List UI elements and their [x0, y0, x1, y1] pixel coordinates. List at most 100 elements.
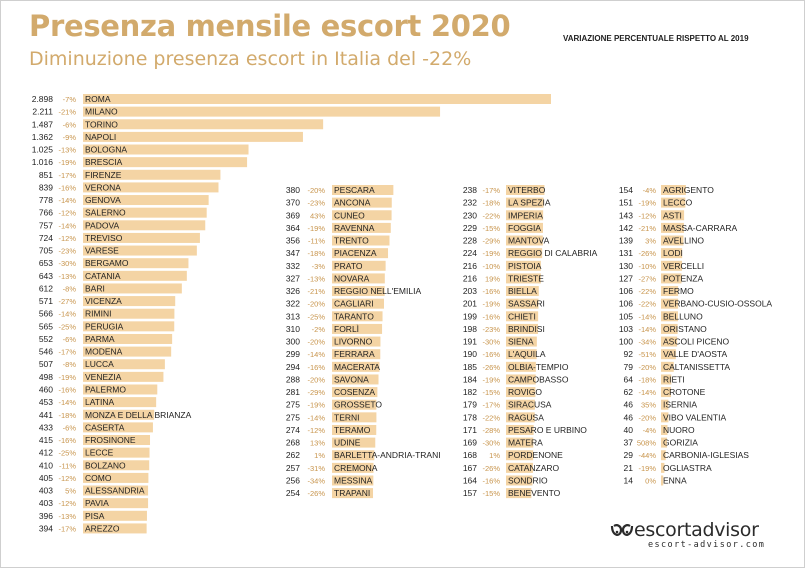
city-label: SAVONA [334, 374, 369, 384]
bar [661, 235, 684, 246]
bar [332, 222, 391, 233]
city-label: VITERBO [508, 185, 546, 195]
bar [661, 210, 685, 221]
value-label: 224 [463, 248, 477, 258]
bar [332, 450, 375, 461]
city-label: REGGIO NELL'EMILIA [334, 286, 421, 296]
city-label: PRATO [334, 261, 363, 271]
percent-label: -21% [307, 287, 325, 296]
city-label: BERGAMO [85, 258, 129, 268]
city-label: FROSINONE [85, 435, 136, 445]
city-label: OLBIA-TEMPIO [508, 362, 569, 372]
percent-label: 1% [489, 451, 500, 460]
percent-label: -21% [638, 224, 656, 233]
city-label: BRESCIA [85, 157, 123, 167]
value-label: 724 [39, 233, 53, 243]
value-label: 198 [463, 324, 477, 334]
percent-label: -12% [58, 499, 76, 508]
value-label: 415 [39, 435, 53, 445]
city-label: MONZA E DELLA BRIANZA [85, 410, 192, 420]
city-label: ISERNIA [663, 400, 697, 410]
percent-label: -29% [307, 388, 325, 397]
bar [83, 371, 164, 382]
city-label: SIRACUSA [508, 400, 552, 410]
value-label: 313 [286, 311, 300, 321]
percent-label: -20% [638, 363, 656, 372]
value-label: 332 [286, 261, 300, 271]
percent-label: -17% [482, 186, 500, 195]
percent-label: 19% [485, 274, 500, 283]
percent-label: 3% [645, 237, 656, 246]
city-label: TARANTO [334, 311, 374, 321]
percent-label: -27% [638, 274, 656, 283]
city-label: TERAMO [334, 425, 371, 435]
percent-label: -26% [482, 464, 500, 473]
bar [332, 323, 383, 334]
bar [506, 185, 545, 195]
city-label: MATERA [508, 438, 543, 448]
percent-label: -31% [307, 464, 325, 473]
bar [661, 450, 666, 461]
percent-label: -16% [58, 385, 76, 394]
breasts-logo-icon [610, 524, 634, 536]
city-label: PARMA [85, 334, 115, 344]
value-label: 191 [463, 337, 477, 347]
percent-label: -25% [307, 312, 325, 321]
value-label: 653 [39, 258, 53, 268]
bar [332, 185, 394, 195]
city-label: TRENTO [334, 236, 369, 246]
value-label: 151 [619, 198, 633, 208]
value-label: 394 [39, 523, 53, 533]
value-label: 179 [463, 400, 477, 410]
bar [83, 523, 147, 534]
city-label: CAGLIARI [334, 299, 374, 309]
percent-label: -14% [638, 325, 656, 334]
city-label: SIENA [508, 337, 534, 347]
value-label: 380 [286, 185, 300, 195]
city-label: MODENA [85, 347, 123, 357]
percent-label: -10% [482, 262, 500, 271]
city-label: MANTOVA [508, 236, 550, 246]
value-label: 326 [286, 286, 300, 296]
bar [332, 349, 381, 360]
city-label: LATINA [85, 397, 114, 407]
city-label: VICENZA [85, 296, 122, 306]
city-label: COSENZA [334, 387, 375, 397]
bar [506, 450, 534, 461]
city-label: AVELLINO [663, 236, 704, 246]
value-label: 705 [39, 246, 53, 256]
city-label: FIRENZE [85, 170, 122, 180]
percent-label: -16% [58, 436, 76, 445]
percent-label: -29% [482, 237, 500, 246]
city-label: VARESE [85, 246, 119, 256]
value-label: 2.898 [32, 94, 54, 104]
bar [332, 210, 392, 221]
value-label: 40 [624, 425, 634, 435]
bar [83, 447, 150, 458]
percent-label: -14% [58, 310, 76, 319]
percent-label: -27% [58, 297, 76, 306]
percent-label: -20% [638, 413, 656, 422]
value-label: 127 [619, 273, 633, 283]
percent-label: -19% [58, 158, 76, 167]
city-label: SASSARI [508, 299, 545, 309]
percent-label: -18% [58, 411, 76, 420]
city-label: GORIZIA [663, 438, 698, 448]
value-label: 403 [39, 498, 53, 508]
value-label: 433 [39, 422, 53, 432]
city-label: MACERATA [334, 362, 380, 372]
brand-url: escort-advisor.com [648, 540, 766, 550]
value-label: 238 [463, 185, 477, 195]
percent-label: -15% [482, 489, 500, 498]
percent-label: -30% [482, 439, 500, 448]
city-label: CALTANISSETTA [663, 362, 730, 372]
percent-label: 5% [65, 487, 76, 496]
percent-label: -3% [312, 262, 326, 271]
bar [83, 207, 207, 218]
percent-label: -19% [58, 373, 76, 382]
percent-label: -12% [58, 234, 76, 243]
bar [332, 412, 377, 423]
value-label: 757 [39, 220, 53, 230]
percent-label: -10% [638, 262, 656, 271]
